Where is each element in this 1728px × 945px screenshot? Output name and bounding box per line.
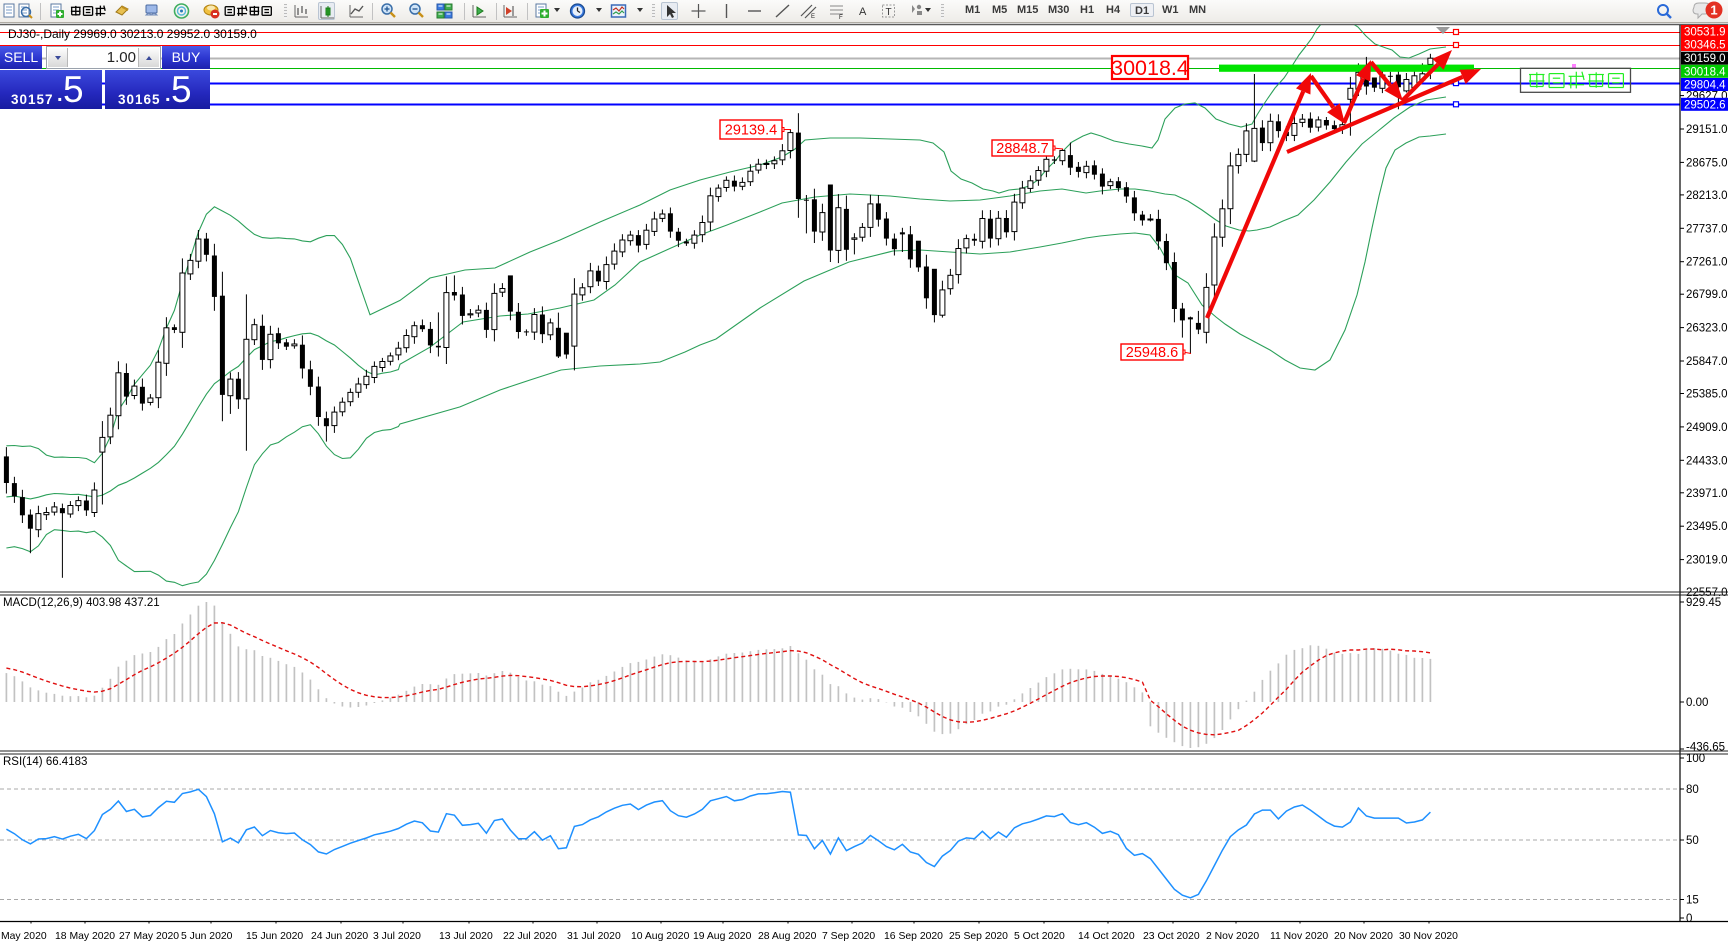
svg-text:30018.4: 30018.4 [1684, 66, 1726, 78]
svg-text:30346.5: 30346.5 [1684, 40, 1726, 52]
svg-text:25385.0: 25385.0 [1686, 389, 1728, 401]
svg-text:25 Sep 2020: 25 Sep 2020 [949, 931, 1008, 942]
svg-text:25948.6: 25948.6 [1126, 345, 1178, 361]
svg-text:RSI(14) 66.4183: RSI(14) 66.4183 [3, 756, 87, 768]
svg-text:30018.4: 30018.4 [1111, 56, 1189, 80]
svg-text:5 Jun 2020: 5 Jun 2020 [181, 931, 233, 942]
svg-text:30 Nov 2020: 30 Nov 2020 [1399, 931, 1458, 942]
svg-text:15 Jun 2020: 15 Jun 2020 [246, 931, 303, 942]
svg-text:16 Sep 2020: 16 Sep 2020 [884, 931, 943, 942]
svg-text:5 Oct 2020: 5 Oct 2020 [1014, 931, 1065, 942]
svg-text:25847.0: 25847.0 [1686, 356, 1728, 368]
svg-text:MACD(12,26,9) 403.98 437.21: MACD(12,26,9) 403.98 437.21 [3, 597, 160, 609]
svg-text:30531.9: 30531.9 [1684, 27, 1726, 39]
svg-text:29139.4: 29139.4 [725, 123, 777, 139]
svg-text:29502.6: 29502.6 [1684, 99, 1726, 111]
svg-text:23 Oct 2020: 23 Oct 2020 [1143, 931, 1200, 942]
svg-text:14 Oct 2020: 14 Oct 2020 [1078, 931, 1135, 942]
svg-text:28675.0: 28675.0 [1686, 157, 1728, 169]
svg-text:0.00: 0.00 [1686, 697, 1708, 709]
svg-text:T: T [886, 7, 892, 18]
svg-text:28213.0: 28213.0 [1686, 190, 1728, 202]
svg-text:A: A [859, 6, 867, 18]
svg-text:E: E [811, 14, 815, 20]
svg-text:22557.0: 22557.0 [1686, 587, 1728, 599]
svg-text:30159.0: 30159.0 [1684, 53, 1726, 65]
svg-text:22 Jul 2020: 22 Jul 2020 [503, 931, 557, 942]
svg-text:20 Nov 2020: 20 Nov 2020 [1334, 931, 1393, 942]
svg-text:50: 50 [1686, 835, 1699, 847]
svg-text:31 Jul 2020: 31 Jul 2020 [567, 931, 621, 942]
svg-text:11 Nov 2020: 11 Nov 2020 [1270, 931, 1328, 942]
svg-text:DJ30-,Daily 29969.0 30213.0 2: DJ30-,Daily 29969.0 30213.0 29952.0 3015… [8, 27, 257, 41]
svg-text:10 Aug 2020: 10 Aug 2020 [631, 931, 690, 942]
svg-text:15: 15 [1686, 895, 1699, 907]
svg-text:24909.0: 24909.0 [1686, 422, 1728, 434]
svg-text:23495.0: 23495.0 [1686, 521, 1728, 533]
svg-text:27737.0: 27737.0 [1686, 223, 1728, 235]
svg-text:13 Jul 2020: 13 Jul 2020 [439, 931, 493, 942]
svg-text:929.45: 929.45 [1686, 597, 1721, 609]
svg-text:18 May 2020: 18 May 2020 [55, 931, 115, 942]
svg-text:29151.0: 29151.0 [1686, 124, 1728, 136]
svg-text:F: F [839, 15, 843, 20]
svg-text:27261.0: 27261.0 [1686, 257, 1728, 269]
svg-text:24433.0: 24433.0 [1686, 455, 1728, 467]
svg-text:7 Sep 2020: 7 Sep 2020 [822, 931, 875, 942]
svg-text:19 Aug 2020: 19 Aug 2020 [693, 931, 752, 942]
svg-text:2 Nov 2020: 2 Nov 2020 [1206, 931, 1259, 942]
svg-text:28848.7: 28848.7 [996, 141, 1048, 157]
svg-text:May 2020: May 2020 [1, 931, 47, 942]
svg-text:26799.0: 26799.0 [1686, 289, 1728, 301]
svg-text:-436.65: -436.65 [1686, 742, 1725, 754]
svg-text:26323.0: 26323.0 [1686, 323, 1728, 335]
svg-text:28 Aug 2020: 28 Aug 2020 [758, 931, 817, 942]
svg-text:23971.0: 23971.0 [1686, 488, 1728, 500]
svg-text:80: 80 [1686, 784, 1699, 796]
svg-text:23019.0: 23019.0 [1686, 555, 1728, 567]
svg-text:1: 1 [1710, 3, 1717, 18]
svg-text:100: 100 [1686, 753, 1705, 765]
svg-text:3 Jul 2020: 3 Jul 2020 [373, 931, 421, 942]
svg-text:24 Jun 2020: 24 Jun 2020 [311, 931, 368, 942]
svg-text:27 May 2020: 27 May 2020 [119, 931, 179, 942]
svg-text:29804.4: 29804.4 [1684, 80, 1726, 92]
svg-text:0: 0 [1686, 913, 1692, 925]
